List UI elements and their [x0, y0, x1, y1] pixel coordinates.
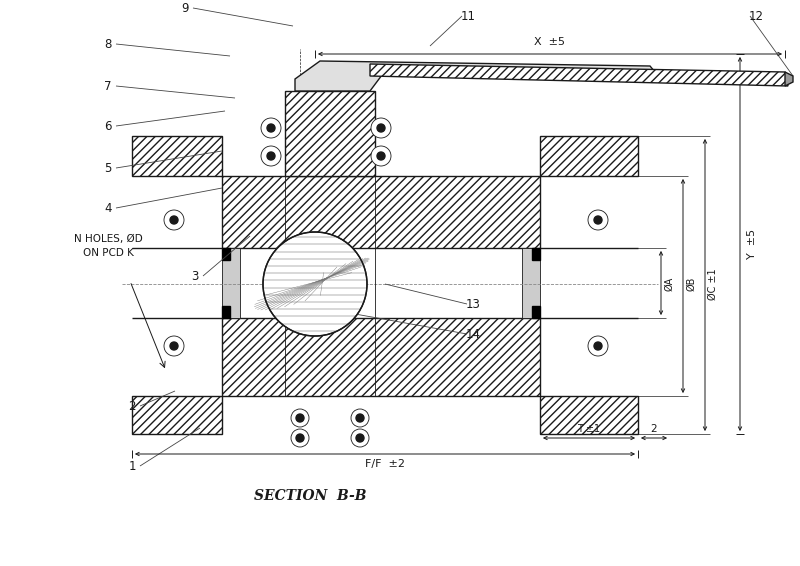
Text: X  ±5: X ±5	[534, 37, 566, 47]
Polygon shape	[132, 136, 222, 176]
Polygon shape	[785, 72, 793, 86]
Polygon shape	[540, 396, 638, 434]
Text: ØA: ØA	[664, 277, 674, 291]
Circle shape	[351, 409, 369, 427]
Text: N HOLES, ØD
ON PCD K: N HOLES, ØD ON PCD K	[74, 234, 142, 258]
Text: Y  ±5: Y ±5	[747, 229, 757, 259]
Polygon shape	[132, 396, 222, 434]
Text: T ±1: T ±1	[578, 424, 601, 434]
Text: ØB: ØB	[686, 277, 696, 291]
Text: 8: 8	[104, 37, 112, 50]
Circle shape	[377, 152, 385, 160]
Circle shape	[170, 216, 178, 224]
Polygon shape	[295, 61, 660, 91]
Bar	[222, 306, 230, 318]
Text: SECTION  B-B: SECTION B-B	[254, 489, 366, 503]
Circle shape	[291, 409, 309, 427]
Polygon shape	[540, 136, 638, 176]
Circle shape	[371, 118, 391, 138]
Text: 2: 2	[650, 424, 658, 434]
Circle shape	[296, 434, 304, 442]
Circle shape	[351, 429, 369, 447]
Bar	[532, 248, 540, 260]
Polygon shape	[370, 64, 788, 86]
Circle shape	[263, 232, 367, 336]
Polygon shape	[222, 176, 540, 248]
Text: 2: 2	[128, 400, 136, 413]
Circle shape	[296, 414, 304, 422]
Text: 7: 7	[104, 79, 112, 92]
Circle shape	[588, 336, 608, 356]
Circle shape	[377, 124, 385, 132]
Polygon shape	[222, 248, 240, 318]
Circle shape	[594, 216, 602, 224]
Bar	[222, 248, 230, 260]
Text: 13: 13	[466, 298, 481, 311]
Circle shape	[267, 124, 275, 132]
Text: ØC ±1: ØC ±1	[708, 268, 718, 300]
Circle shape	[170, 342, 178, 350]
Circle shape	[261, 118, 281, 138]
Circle shape	[588, 210, 608, 230]
Circle shape	[164, 210, 184, 230]
Circle shape	[267, 152, 275, 160]
Polygon shape	[222, 318, 540, 396]
Circle shape	[261, 146, 281, 166]
Text: F/F  ±2: F/F ±2	[365, 459, 405, 469]
Text: 3: 3	[191, 269, 198, 282]
Text: 12: 12	[749, 10, 763, 23]
Bar	[532, 306, 540, 318]
Circle shape	[371, 146, 391, 166]
Text: 11: 11	[461, 10, 475, 23]
Circle shape	[594, 342, 602, 350]
Text: 9: 9	[182, 2, 189, 15]
Circle shape	[291, 429, 309, 447]
Polygon shape	[522, 248, 540, 318]
Text: 1: 1	[128, 460, 136, 473]
Polygon shape	[285, 91, 375, 176]
Circle shape	[356, 434, 364, 442]
Text: 6: 6	[104, 119, 112, 132]
Text: 5: 5	[104, 161, 112, 174]
Text: 4: 4	[104, 201, 112, 215]
Circle shape	[164, 336, 184, 356]
Text: 14: 14	[466, 328, 481, 341]
Circle shape	[356, 414, 364, 422]
